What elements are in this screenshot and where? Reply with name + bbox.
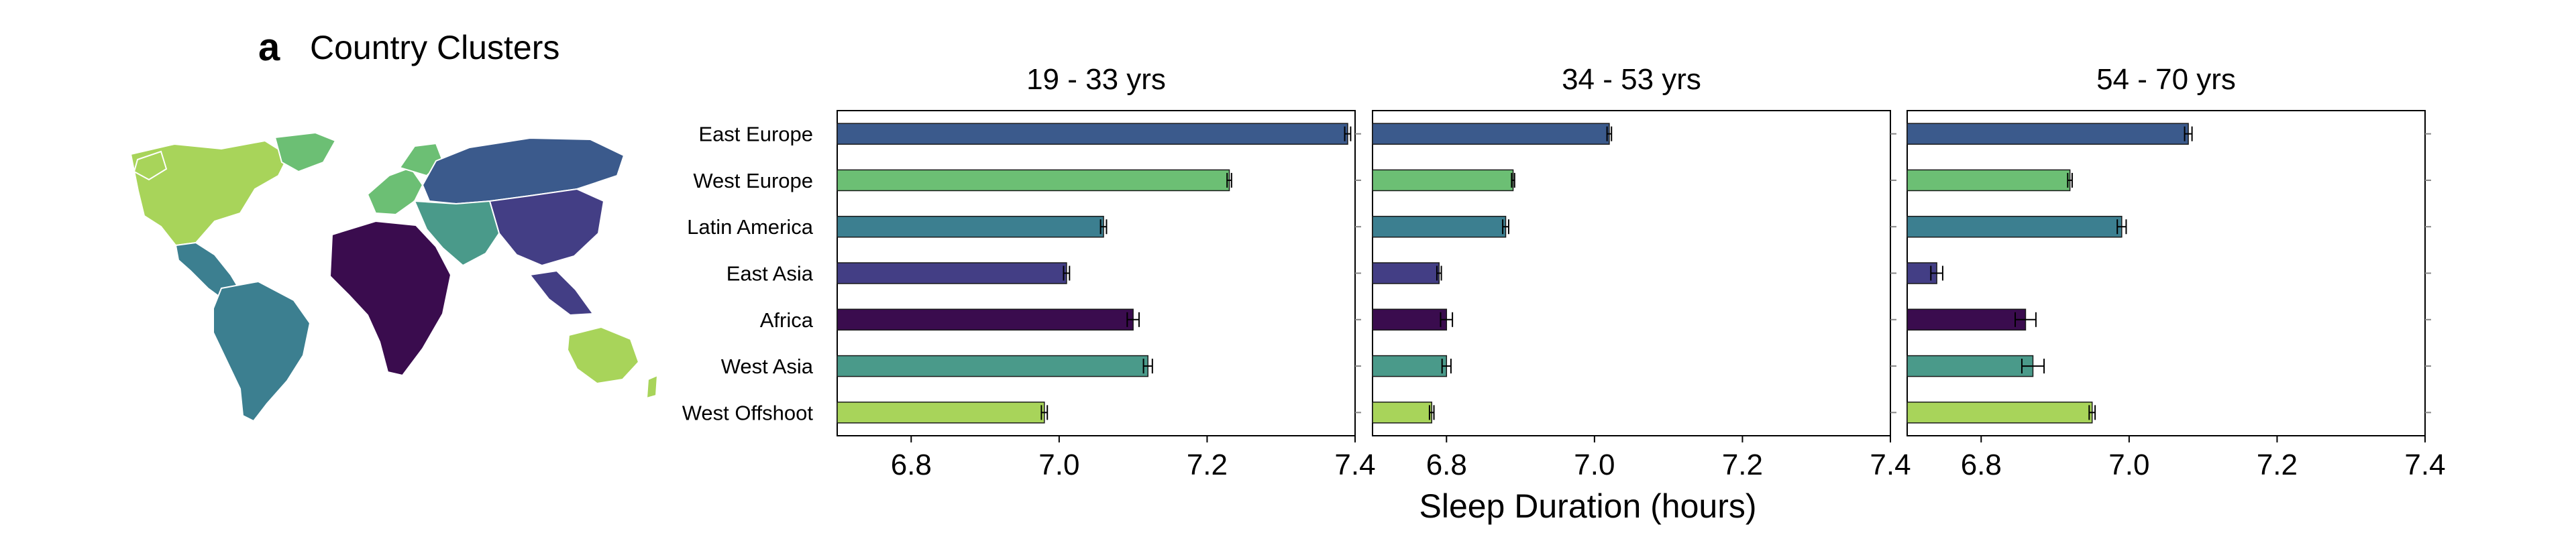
x-tick-label: 6.8: [1961, 448, 2002, 481]
bar: [1372, 355, 1448, 377]
bar: [837, 308, 1134, 331]
x-tick-label: 7.0: [2108, 448, 2149, 481]
plot-frame: [1907, 110, 2426, 436]
category-labels: East Europe West Europe Latin America East …: [682, 123, 814, 425]
map-south-america: [213, 280, 311, 422]
bar: [837, 262, 1067, 284]
error-bar: [1606, 126, 1613, 141]
bar: [837, 123, 1348, 145]
bar: [1907, 402, 2093, 424]
facet-panel: 54 - 70 yrs 6.8 7.0 7.2 7.4: [1907, 63, 2446, 481]
error-bar: [1063, 265, 1071, 281]
x-tick-label: 7.4: [1334, 448, 1375, 481]
bar: [1372, 123, 1610, 145]
map-new-zealand: [645, 374, 659, 400]
error-bar: [2067, 172, 2073, 188]
facet-panels: 19 - 33 yrs 6.8 7.0 7.2 7.4 34 - 53 yrs 6.8 7.0…: [837, 63, 2446, 481]
error-bar: [1436, 265, 1442, 281]
error-bar: [1930, 265, 1943, 281]
error-bar: [1428, 405, 1435, 420]
error-bar: [1441, 359, 1452, 374]
error-bar: [1142, 359, 1153, 374]
bar: [837, 215, 1104, 238]
facet-panel: 19 - 33 yrs 6.8 7.0 7.2 7.4: [837, 63, 1376, 481]
category-label: Latin America: [687, 215, 814, 239]
error-bar: [2088, 405, 2096, 420]
plot-frame: [1372, 110, 1891, 436]
error-bar: [2184, 126, 2193, 141]
x-tick-label: 7.0: [1038, 448, 1079, 481]
x-tick-label: 7.2: [1187, 448, 1228, 481]
error-bar: [2015, 312, 2037, 327]
facet-title: 19 - 33 yrs: [1026, 63, 1166, 96]
error-bar: [1511, 172, 1515, 188]
map-east-europe: [421, 137, 625, 205]
bar: [1907, 123, 2189, 145]
bar: [1907, 355, 2034, 377]
bar: [837, 169, 1230, 192]
x-tick-label: 6.8: [891, 448, 932, 481]
bar: [837, 402, 1045, 424]
x-tick-label: 7.4: [2404, 448, 2445, 481]
x-tick-label: 7.0: [1574, 448, 1615, 481]
error-bar: [1344, 126, 1352, 141]
x-tick-label: 7.2: [1722, 448, 1763, 481]
facet-title: 54 - 70 yrs: [2096, 63, 2236, 96]
bar: [1372, 402, 1432, 424]
x-tick-label: 7.4: [1870, 448, 1911, 481]
map-southeast-asia: [529, 269, 594, 316]
category-label: East Europe: [698, 123, 813, 146]
error-bar: [1440, 312, 1454, 327]
x-axis-title: Sleep Duration (hours): [1419, 487, 1756, 525]
category-label: West Europe: [693, 169, 813, 192]
error-bar: [2021, 359, 2045, 374]
map-west-asia: [413, 200, 500, 267]
category-label: West Asia: [721, 355, 814, 378]
map-north-america: [129, 139, 290, 247]
map-africa: [329, 220, 452, 377]
bar: [1372, 262, 1440, 284]
map-greenland: [274, 131, 337, 173]
error-bar: [1040, 405, 1049, 420]
map-west-europe: [366, 166, 424, 216]
panel-letter: a: [258, 25, 280, 69]
error-bar: [1126, 312, 1140, 327]
error-bar: [2116, 219, 2127, 235]
x-tick-label: 7.2: [2257, 448, 2298, 481]
map-alaska: [133, 150, 168, 181]
facet-panel: 34 - 53 yrs 6.8 7.0 7.2 7.4: [1372, 63, 1911, 481]
x-tick-label: 6.8: [1426, 448, 1467, 481]
category-label: Africa: [760, 308, 814, 332]
world-map-clusters-icon: [129, 131, 659, 422]
error-bar: [1226, 172, 1232, 188]
bar: [1907, 169, 2071, 192]
facet-title: 34 - 53 yrs: [1562, 63, 1701, 96]
bar: [1372, 215, 1507, 238]
map-east-asia: [488, 188, 605, 267]
error-bar: [1099, 219, 1108, 235]
bar: [837, 355, 1148, 377]
bar: [1372, 308, 1448, 331]
bar: [1907, 308, 2027, 331]
category-label: East Asia: [727, 262, 814, 286]
error-bar: [1502, 219, 1509, 235]
map-australia: [566, 326, 640, 385]
bar: [1907, 215, 2123, 238]
category-label: West Offshoot: [682, 401, 814, 424]
bar: [1372, 169, 1514, 192]
panel-title: Country Clusters: [310, 29, 559, 66]
